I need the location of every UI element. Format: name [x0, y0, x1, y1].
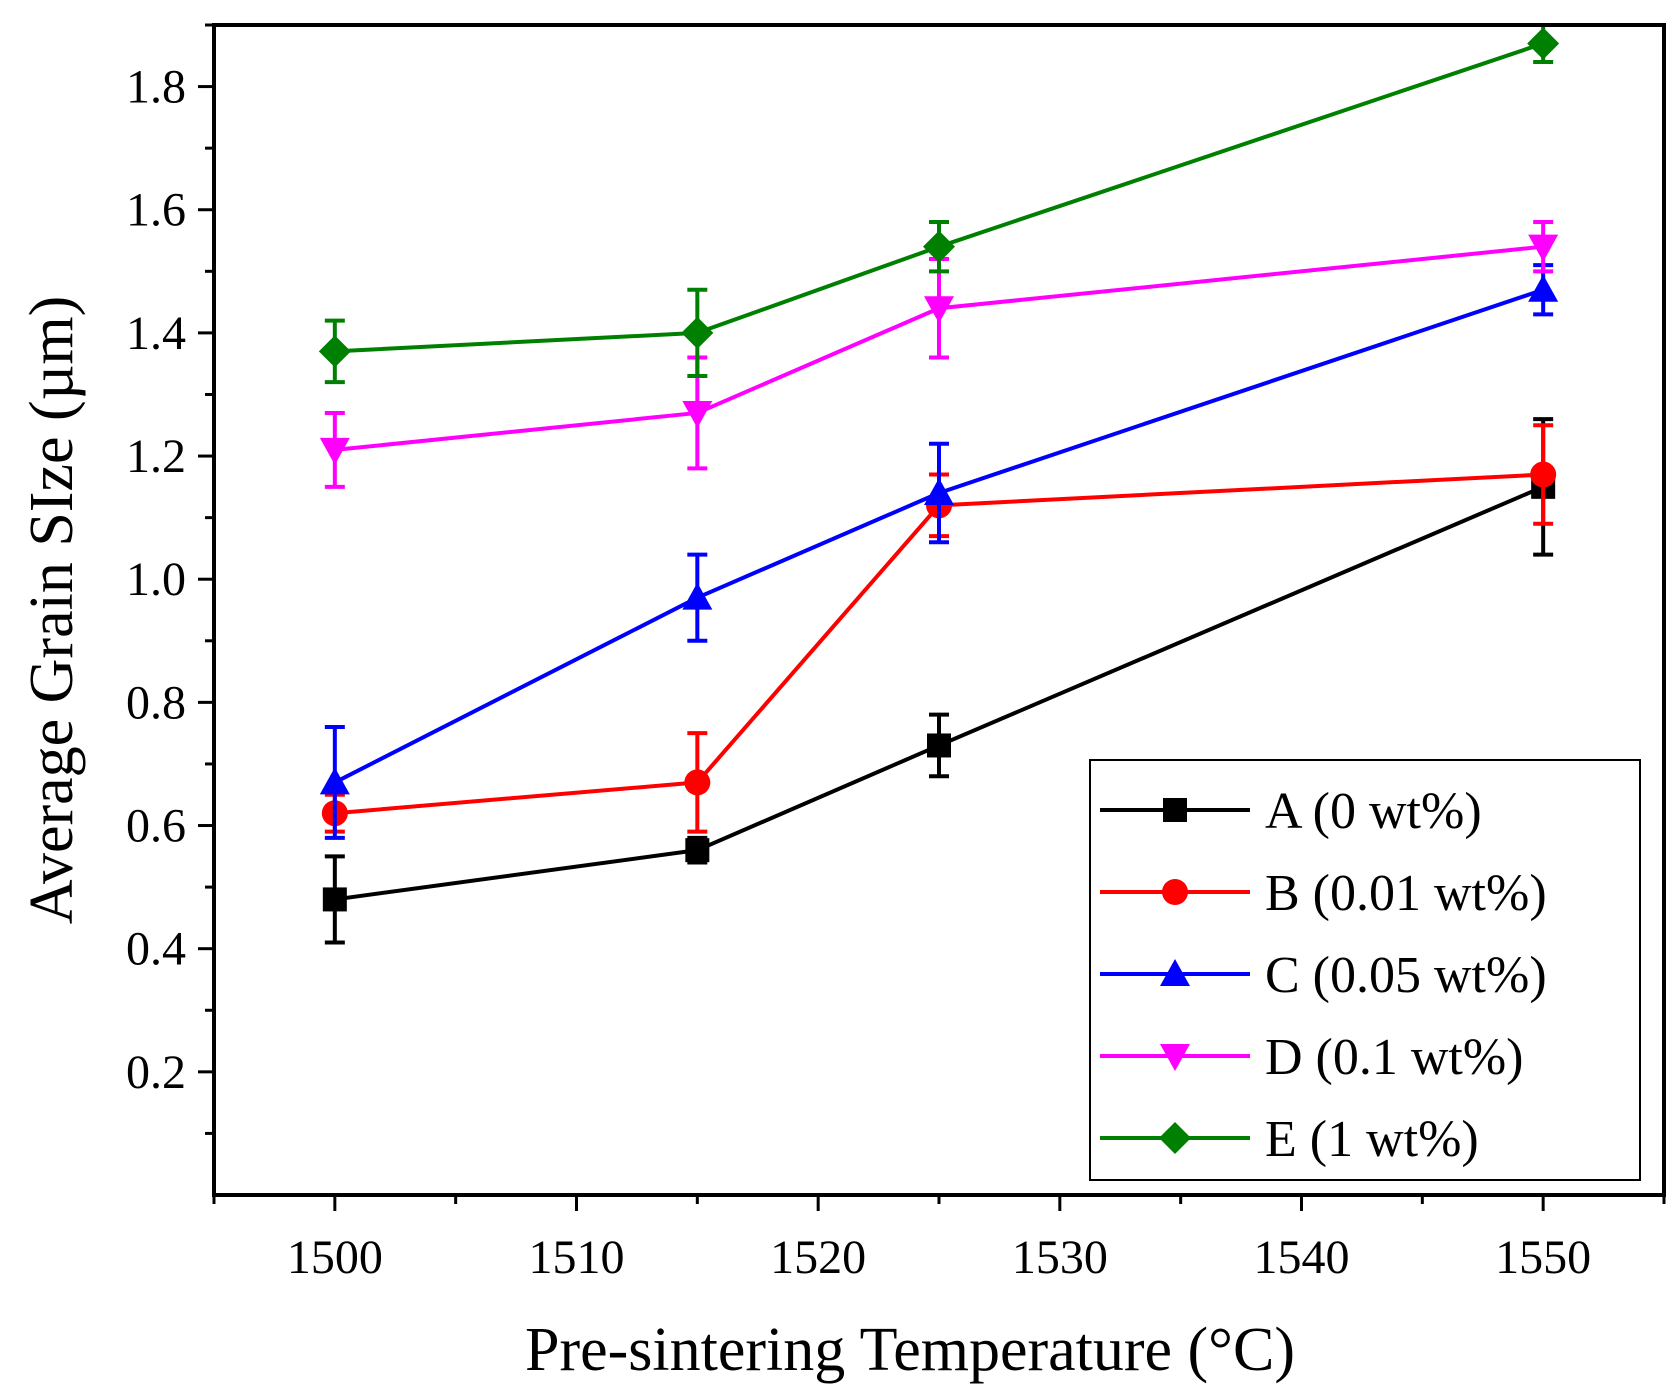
legend-item: E (1 wt%) — [1100, 1111, 1479, 1168]
y-tick-label: 1.8 — [126, 61, 186, 114]
legend-label: E (1 wt%) — [1265, 1111, 1479, 1168]
x-tick-label: 1540 — [1254, 1231, 1350, 1284]
series-line — [333, 287, 1544, 785]
y-tick-label: 1.0 — [126, 553, 186, 606]
legend-marker — [1163, 798, 1187, 822]
data-point — [682, 400, 713, 428]
data-point — [924, 296, 954, 324]
data-point — [318, 335, 351, 368]
legend-label: B (0.01 wt%) — [1265, 865, 1547, 922]
legend: A (0 wt%) B (0.01 wt%) C (0.05 wt%) D (0.1 … — [1089, 759, 1641, 1181]
data-point — [1530, 461, 1557, 488]
data-point — [322, 887, 347, 912]
series-d — [319, 220, 1559, 489]
legend-marker — [1162, 879, 1188, 905]
legend-item: B (0.01 wt%) — [1100, 865, 1547, 922]
data-point — [1528, 234, 1559, 262]
legend-item: D (0.1 wt%) — [1100, 1029, 1524, 1086]
x-axis-title: Pre-sintering Temperature (°C) — [525, 1316, 1295, 1384]
data-point — [1528, 274, 1559, 302]
series-c — [319, 263, 1559, 840]
data-point — [1527, 27, 1560, 60]
data-point — [319, 437, 350, 465]
data-point — [319, 767, 350, 795]
y-tick-label: 0.4 — [126, 923, 186, 976]
data-point — [682, 582, 713, 610]
data-point — [924, 478, 954, 505]
legend-box — [1089, 759, 1641, 1181]
x-tick-label: 1500 — [287, 1231, 383, 1284]
y-tick-label: 0.8 — [126, 676, 186, 729]
series-e — [318, 23, 1560, 385]
y-tick-label: 0.6 — [126, 800, 186, 853]
series-line — [334, 485, 1544, 902]
legend-label: C (0.05 wt%) — [1265, 947, 1547, 1004]
series-line — [334, 472, 1544, 816]
legend-marker — [1160, 1044, 1190, 1071]
y-tick-label: 1.4 — [126, 307, 186, 360]
data-series — [318, 23, 1560, 945]
y-tick-label: 1.2 — [126, 430, 186, 483]
legend-item: A (0 wt%) — [1100, 783, 1482, 840]
legend-item: C (0.05 wt%) — [1100, 947, 1547, 1004]
plot-frame — [212, 23, 1666, 1197]
legend-label: D (0.1 wt%) — [1265, 1029, 1524, 1086]
y-axis-title: Average Grain SIze (µm) — [18, 296, 86, 924]
data-point — [685, 838, 710, 863]
y-tick-label: 1.6 — [126, 184, 186, 237]
data-point — [681, 316, 714, 349]
series-line — [334, 41, 1544, 354]
x-tick-label: 1520 — [770, 1231, 866, 1284]
x-tick-label: 1510 — [529, 1231, 625, 1284]
legend-label: A (0 wt%) — [1265, 783, 1482, 840]
y-tick-label: 0.2 — [126, 1046, 186, 1099]
legend-marker — [1159, 1122, 1191, 1154]
x-tick-label: 1550 — [1495, 1231, 1591, 1284]
axis-ticks: 1500 1510 1520 1530 1540 1550 0.2 0.4 0.6 0.8 1.0 1… — [126, 23, 1666, 1284]
data-point — [927, 733, 951, 758]
x-tick-label: 1530 — [1012, 1231, 1108, 1284]
data-point — [923, 230, 955, 263]
series-b — [321, 423, 1557, 834]
legend-marker — [1160, 959, 1190, 986]
data-point — [684, 769, 711, 796]
series-line — [334, 244, 1544, 452]
